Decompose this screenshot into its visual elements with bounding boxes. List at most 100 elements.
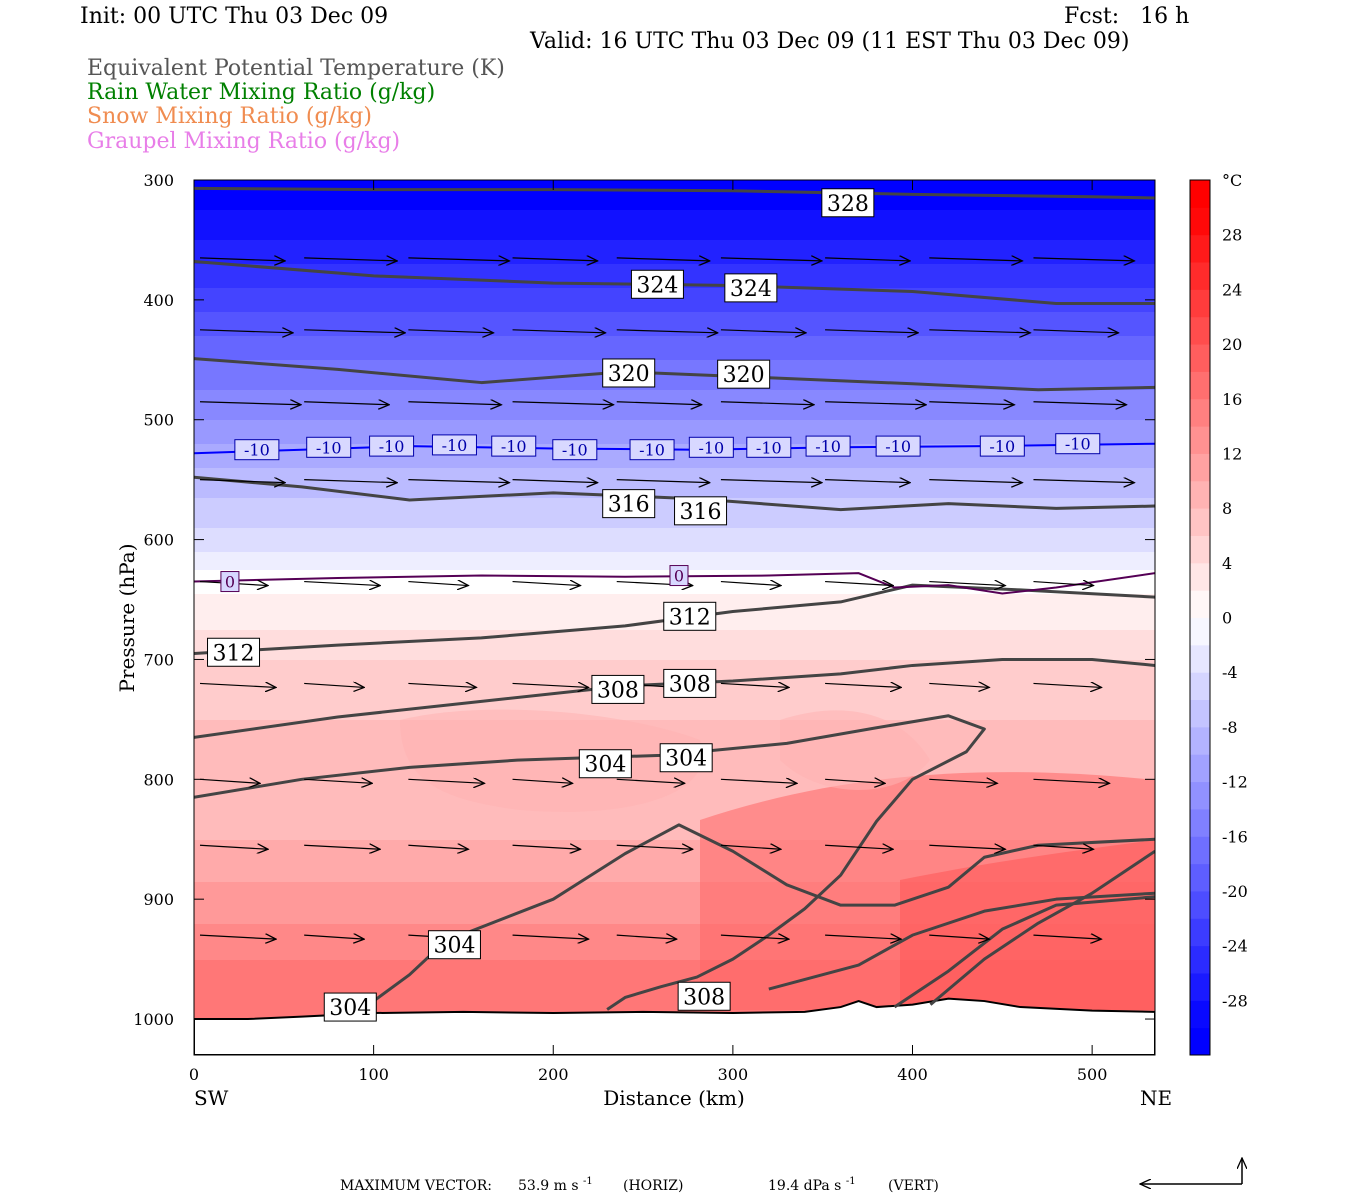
wind-vector bbox=[512, 330, 606, 333]
temperature-band bbox=[194, 918, 1155, 925]
x-axis-title: Distance (km) bbox=[603, 1086, 745, 1110]
temperature-band bbox=[194, 870, 1155, 877]
wind-vector bbox=[929, 845, 1005, 849]
colorbar-swatch bbox=[1190, 699, 1210, 728]
theta-e-label-text: 316 bbox=[608, 493, 650, 518]
theta-e-label-text: 304 bbox=[584, 753, 626, 778]
isotherm-label-text: -10 bbox=[989, 437, 1015, 456]
temperature-band bbox=[194, 630, 1155, 637]
isotherm-label: -10 bbox=[746, 436, 792, 458]
warm-patch bbox=[780, 710, 930, 790]
wind-vector bbox=[199, 935, 276, 939]
isotherm-label: -10 bbox=[491, 435, 537, 457]
colorbar-tick-label: 16 bbox=[1222, 390, 1242, 409]
theta-e-contour bbox=[194, 357, 1155, 392]
theta-e-label: 308 bbox=[677, 981, 731, 1011]
colorbar-swatch bbox=[1190, 344, 1210, 372]
temperature-band bbox=[194, 318, 1155, 325]
colorbar-swatch bbox=[1190, 426, 1210, 454]
isotherm-zero bbox=[194, 572, 1155, 595]
temperature-band bbox=[194, 720, 1155, 727]
colorbar-tick-label: -4 bbox=[1222, 663, 1238, 682]
isotherm-label-text: 0 bbox=[225, 573, 235, 592]
wind-vector bbox=[720, 935, 789, 939]
colorbar bbox=[1190, 180, 1210, 1056]
wind-vector bbox=[929, 402, 1014, 405]
colorbar-swatch bbox=[1190, 508, 1210, 536]
wind-vector bbox=[720, 779, 797, 783]
temperature-band bbox=[194, 882, 1155, 889]
y-tick-label: 300 bbox=[143, 171, 174, 190]
theta-e-label: 304 bbox=[578, 749, 632, 779]
colorbar-swatch bbox=[1190, 890, 1210, 919]
plot-area: 328 324 324 320 320 316 316 312 312 308 308 304 304 3… bbox=[194, 180, 1155, 1055]
wind-vector bbox=[616, 779, 685, 783]
wind-vector bbox=[408, 258, 509, 261]
theta-e-label-text: 308 bbox=[683, 985, 725, 1010]
temperature-band bbox=[194, 198, 1155, 205]
colorbar-swatch bbox=[1190, 918, 1210, 947]
temperature-band bbox=[194, 852, 1155, 859]
vert-exp: -1 bbox=[846, 1176, 856, 1187]
wind-vector bbox=[929, 935, 989, 939]
temperature-band bbox=[194, 834, 1155, 841]
field-title-theta-e: Equivalent Potential Temperature (K) bbox=[87, 56, 505, 81]
temperature-band bbox=[194, 984, 1155, 991]
wind-vector bbox=[1033, 683, 1101, 687]
wind-vector bbox=[304, 935, 364, 939]
colorbar-swatch bbox=[1190, 371, 1210, 400]
colorbar-ticks: 28 24 20 16 12 8 4 0 -4 -8 -12 -16 -20 -24 -28 bbox=[1222, 226, 1248, 1011]
theta-e-label: 316 bbox=[674, 496, 728, 526]
wind-vector bbox=[304, 258, 397, 261]
wind-vector bbox=[720, 330, 806, 333]
colorbar-swatch bbox=[1190, 617, 1210, 646]
colorbar-swatch bbox=[1190, 808, 1210, 837]
wind-vector bbox=[720, 582, 781, 586]
theta-e-label-text: 304 bbox=[433, 934, 475, 959]
theta-e-label-text: 320 bbox=[723, 363, 765, 388]
isotherm-label: -10 bbox=[431, 434, 477, 456]
init-time: Init: 00 UTC Thu 03 Dec 09 bbox=[80, 4, 389, 29]
theta-e-label: 304 bbox=[427, 930, 481, 960]
isotherm-label: 0 bbox=[220, 571, 240, 593]
wind-vector bbox=[825, 935, 901, 939]
theta-e-label-text: 304 bbox=[329, 996, 371, 1021]
temperature-band bbox=[194, 942, 1155, 949]
colorbar-tick-label: -8 bbox=[1222, 718, 1238, 737]
temperature-band bbox=[194, 192, 1155, 199]
wind-vector bbox=[199, 845, 268, 849]
max-vector-text: MAXIMUM VECTOR: 53.9 m s -1 (HORIZ) 19.4… bbox=[340, 1172, 939, 1194]
isotherm-label: -10 bbox=[875, 435, 921, 457]
temperature-band bbox=[194, 426, 1155, 433]
wind-vector bbox=[408, 683, 476, 687]
isotherm-label-text: -10 bbox=[501, 437, 527, 456]
temperature-band bbox=[194, 420, 1155, 427]
theta-e-label-text: 304 bbox=[665, 747, 707, 772]
wind-vector bbox=[720, 402, 814, 405]
x-tick-label: 400 bbox=[897, 1065, 928, 1084]
wind-vectors bbox=[199, 258, 1134, 939]
temperature-band bbox=[194, 354, 1155, 361]
wind-vector bbox=[304, 845, 380, 849]
temperature-band bbox=[194, 558, 1155, 565]
colorbar-tick-label: -12 bbox=[1222, 773, 1248, 792]
colorbar-swatch bbox=[1190, 726, 1210, 755]
field-title-snow: Snow Mixing Ratio (g/kg) bbox=[87, 104, 372, 129]
isotherm-label-text: -10 bbox=[379, 437, 405, 456]
colorbar-swatch bbox=[1190, 836, 1210, 865]
isotherm-label-text: 0 bbox=[674, 567, 684, 586]
wind-vector bbox=[720, 683, 789, 687]
temperature-band bbox=[194, 462, 1155, 469]
isotherm-label: -10 bbox=[805, 435, 851, 457]
terrain-fill bbox=[194, 997, 1155, 1055]
temperature-band bbox=[194, 366, 1155, 373]
y-tick-label: 600 bbox=[143, 531, 174, 550]
wind-vector bbox=[199, 258, 285, 261]
temperature-band bbox=[194, 228, 1155, 235]
colorbar-unit: °C bbox=[1222, 171, 1242, 190]
temperature-band bbox=[194, 180, 1155, 187]
colorbar-frame bbox=[1189, 179, 1211, 1056]
temperature-band bbox=[194, 726, 1155, 733]
wind-vector bbox=[408, 582, 468, 586]
wind-vector bbox=[512, 582, 581, 586]
